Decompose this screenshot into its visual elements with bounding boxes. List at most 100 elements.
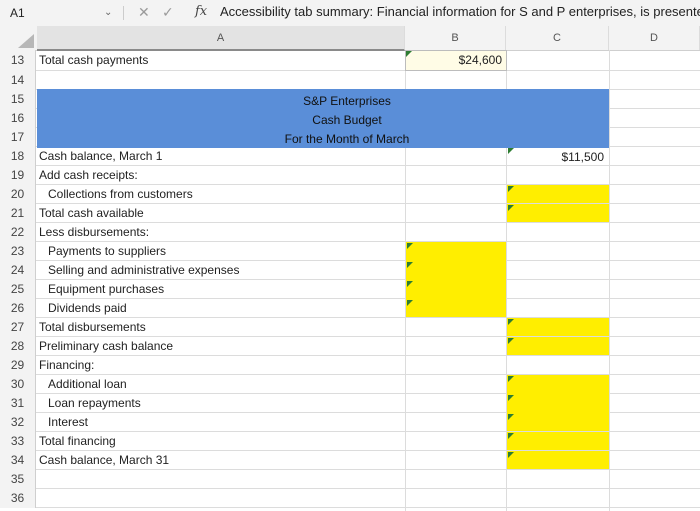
input-cell[interactable] xyxy=(507,185,609,203)
row-number[interactable]: 17 xyxy=(0,128,36,147)
table-row[interactable]: 23 Payments to suppliers xyxy=(0,242,700,261)
column-header-d[interactable]: D xyxy=(609,26,700,50)
row-label: Financing: xyxy=(39,358,95,372)
row-label: Cash balance, March 1 xyxy=(39,149,163,163)
row-number[interactable]: 23 xyxy=(0,242,36,261)
table-row[interactable]: 13 Total cash payments xyxy=(0,50,700,71)
row-label: Additional loan xyxy=(48,377,127,391)
row-number[interactable]: 19 xyxy=(0,166,36,185)
row-label: Collections from customers xyxy=(48,187,193,201)
cash-balance-march1-value: $11,500 xyxy=(561,150,605,164)
confirm-icon[interactable]: ✓ xyxy=(162,4,174,20)
row-number[interactable]: 29 xyxy=(0,356,36,375)
table-row[interactable]: 22 Less disbursements: xyxy=(0,223,700,242)
row-number[interactable]: 25 xyxy=(0,280,36,299)
row-number[interactable]: 24 xyxy=(0,261,36,280)
row-number[interactable]: 33 xyxy=(0,432,36,451)
input-cell[interactable] xyxy=(507,375,609,431)
row-number[interactable]: 27 xyxy=(0,318,36,337)
formula-bar: A1 ⌄ ✕ ✓ fx Accessibility tab summary: F… xyxy=(0,0,700,27)
table-row[interactable]: 34 Cash balance, March 31 xyxy=(0,451,700,470)
row-number[interactable]: 16 xyxy=(0,109,36,128)
comment-marker-icon xyxy=(508,205,514,211)
table-row[interactable]: 25 Equipment purchases xyxy=(0,280,700,299)
cancel-icon[interactable]: ✕ xyxy=(138,4,150,20)
cell-b13[interactable] xyxy=(405,50,507,71)
name-box[interactable]: A1 xyxy=(10,6,25,20)
column-header-c[interactable]: C xyxy=(506,26,609,50)
row-number[interactable]: 34 xyxy=(0,451,36,470)
comment-marker-icon xyxy=(407,300,413,306)
row-label: Interest xyxy=(48,415,89,429)
input-cell[interactable] xyxy=(406,242,506,317)
table-row[interactable]: 32 Interest xyxy=(0,413,700,432)
column-header-b[interactable]: B xyxy=(405,26,506,50)
row-number[interactable]: 31 xyxy=(0,394,36,413)
table-row[interactable]: 33 Total financing xyxy=(0,432,700,451)
row-label: Loan repayments xyxy=(48,396,141,410)
row-label: Payments to suppliers xyxy=(48,244,167,258)
table-row[interactable]: 20 Collections from customers xyxy=(0,185,700,204)
table-row[interactable]: 31 Loan repayments xyxy=(0,394,700,413)
row-label: Total disbursements xyxy=(39,320,146,334)
comment-marker-icon xyxy=(508,376,514,382)
table-row[interactable]: 30 Additional loan xyxy=(0,375,700,394)
table-row[interactable]: 36 xyxy=(0,489,700,508)
table-row[interactable]: 14 xyxy=(0,71,700,90)
insert-function-icon[interactable]: fx xyxy=(195,4,208,19)
spreadsheet-grid[interactable]: A B C D 13 Total cash payments 14 15 16 17 18 C… xyxy=(0,26,700,511)
row-number[interactable]: 20 xyxy=(0,185,36,204)
row-number[interactable]: 26 xyxy=(0,299,36,318)
table-row[interactable]: 19 Add cash receipts: xyxy=(0,166,700,185)
row-label: Add cash receipts: xyxy=(39,168,138,182)
formula-input[interactable]: Accessibility tab summary: Financial inf… xyxy=(220,4,700,19)
comment-marker-icon xyxy=(508,414,514,420)
input-cell[interactable] xyxy=(507,432,609,450)
row-number[interactable]: 15 xyxy=(0,90,36,109)
comment-marker-icon xyxy=(508,338,514,344)
row-number[interactable]: 21 xyxy=(0,204,36,223)
divider xyxy=(123,6,124,20)
table-row[interactable]: 35 xyxy=(0,470,700,489)
chevron-down-icon[interactable]: ⌄ xyxy=(104,7,113,18)
comment-marker-icon xyxy=(508,186,514,192)
report-period: For the Month of March xyxy=(284,132,410,146)
row-label: Total cash payments xyxy=(39,53,149,67)
row-label: Total financing xyxy=(39,434,116,448)
row-number[interactable]: 36 xyxy=(0,489,36,508)
input-cell[interactable] xyxy=(507,337,609,355)
comment-marker-icon xyxy=(407,243,413,249)
input-cell[interactable] xyxy=(507,451,609,469)
row-label: Total cash available xyxy=(39,206,144,220)
row-number[interactable]: 32 xyxy=(0,413,36,432)
column-header-a[interactable]: A xyxy=(37,26,405,51)
row-number[interactable]: 22 xyxy=(0,223,36,242)
row-label: Preliminary cash balance xyxy=(39,339,174,353)
table-row[interactable]: 21 Total cash available xyxy=(0,204,700,223)
row-number[interactable]: 13 xyxy=(0,50,36,71)
column-header-row: A B C D xyxy=(0,26,700,51)
row-label: Equipment purchases xyxy=(48,282,165,296)
comment-marker-icon xyxy=(508,452,514,458)
column-divider xyxy=(609,50,610,511)
column-divider xyxy=(405,50,406,511)
select-all-corner[interactable] xyxy=(0,26,36,50)
table-row[interactable]: 26 Dividends paid xyxy=(0,299,700,318)
row-number[interactable]: 28 xyxy=(0,337,36,356)
table-row[interactable]: 28 Preliminary cash balance xyxy=(0,337,700,356)
row-number[interactable]: 14 xyxy=(0,71,36,90)
row-number[interactable]: 30 xyxy=(0,375,36,394)
row-number[interactable]: 35 xyxy=(0,470,36,489)
input-cell[interactable] xyxy=(507,318,609,336)
row-number[interactable]: 18 xyxy=(0,147,36,166)
row-label: Dividends paid xyxy=(48,301,127,315)
budget-header-block[interactable]: S&P Enterprises Cash Budget For the Mont… xyxy=(37,89,609,148)
table-row[interactable]: 29 Financing: xyxy=(0,356,700,375)
comment-marker-icon xyxy=(508,319,514,325)
table-row[interactable]: 24 Selling and administrative expenses xyxy=(0,261,700,280)
row-label: Selling and administrative expenses xyxy=(48,263,240,277)
input-cell[interactable] xyxy=(507,204,609,222)
total-cash-payments-value: $24,600 xyxy=(458,53,502,67)
table-row[interactable]: 27 Total disbursements xyxy=(0,318,700,337)
table-row[interactable]: 18 Cash balance, March 1 xyxy=(0,147,700,166)
